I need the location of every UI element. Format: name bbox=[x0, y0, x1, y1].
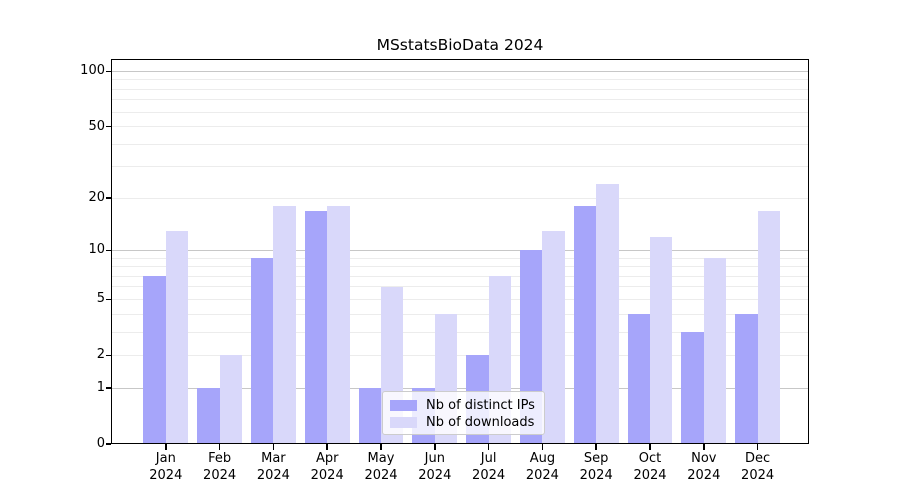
bar-dec-distinct-ips bbox=[735, 314, 758, 444]
x-tick-mark-jan bbox=[165, 444, 167, 450]
y-tick-mark-1 bbox=[105, 387, 111, 389]
bar-mar-distinct-ips bbox=[251, 258, 274, 444]
bar-nov-distinct-ips bbox=[681, 332, 704, 444]
gridline-minor-6 bbox=[111, 286, 809, 288]
y-tick-mark-20 bbox=[105, 197, 111, 199]
x-tick-label-jun: Jun 2024 bbox=[418, 451, 452, 483]
gridline-minor-9 bbox=[111, 257, 809, 259]
y-tick-mark-100 bbox=[105, 70, 111, 73]
gridline-minor-30 bbox=[111, 166, 809, 168]
bar-feb-downloads bbox=[219, 355, 242, 444]
y-tick-label-0: 0 bbox=[96, 436, 105, 451]
bar-oct-distinct-ips bbox=[627, 314, 650, 444]
chart-title: MSstatsBioData 2024 bbox=[376, 36, 544, 54]
gridline-minor-20 bbox=[111, 197, 809, 199]
y-tick-mark-10 bbox=[105, 249, 111, 252]
x-tick-mark-jun bbox=[434, 444, 436, 450]
y-tick-label-10: 10 bbox=[88, 242, 105, 258]
legend-entry-downloads: Nb of downloads bbox=[390, 414, 537, 431]
gridline-minor-60 bbox=[111, 111, 809, 113]
y-tick-mark-5 bbox=[105, 298, 111, 301]
y-tick-label-100: 100 bbox=[80, 63, 105, 79]
x-tick-label-jul: Jul 2024 bbox=[472, 451, 506, 483]
y-tick-mark-2 bbox=[105, 354, 111, 357]
gridline-minor-3 bbox=[111, 331, 809, 333]
gridline-minor-2 bbox=[111, 354, 809, 356]
gridline-minor-4 bbox=[111, 313, 809, 315]
gridline-major-1 bbox=[111, 387, 809, 389]
bar-jan-downloads bbox=[165, 230, 189, 444]
x-tick-label-nov: Nov 2024 bbox=[687, 451, 721, 483]
bar-aug-downloads bbox=[542, 230, 565, 444]
bar-may-distinct-ips bbox=[358, 388, 381, 444]
x-tick-label-aug: Aug 2024 bbox=[525, 451, 559, 483]
gridline-minor-8 bbox=[111, 266, 809, 268]
bar-dec-downloads bbox=[757, 210, 780, 444]
x-tick-label-may: May 2024 bbox=[364, 451, 398, 483]
gridline-minor-80 bbox=[111, 88, 809, 90]
bar-mar-downloads bbox=[273, 206, 296, 444]
gridline-minor-5 bbox=[111, 298, 809, 300]
y-tick-mark-50 bbox=[105, 125, 111, 128]
y-tick-label-2: 2 bbox=[96, 347, 105, 363]
bar-feb-distinct-ips bbox=[197, 388, 220, 444]
legend: Nb of distinct IPs Nb of downloads bbox=[382, 391, 545, 435]
gridline-minor-7 bbox=[111, 275, 809, 277]
gridline-major-100 bbox=[111, 70, 809, 72]
legend-swatch-distinct-ips bbox=[390, 400, 417, 411]
plot-area: Nb of distinct IPs Nb of downloads bbox=[111, 59, 809, 444]
x-tick-label-jan: Jan 2024 bbox=[149, 451, 183, 483]
x-tick-mark-mar bbox=[272, 444, 275, 450]
y-tick-label-50: 50 bbox=[88, 118, 105, 134]
x-tick-mark-may bbox=[380, 444, 382, 450]
bar-jan-distinct-ips bbox=[143, 276, 166, 444]
x-tick-mark-oct bbox=[649, 444, 651, 450]
x-tick-mark-nov bbox=[703, 444, 705, 450]
y-tick-label-5: 5 bbox=[96, 291, 105, 307]
x-tick-mark-jul bbox=[487, 444, 490, 450]
gridline-minor-90 bbox=[111, 79, 809, 81]
legend-label-distinct-ips: Nb of distinct IPs bbox=[426, 398, 535, 413]
gridline-minor-40 bbox=[111, 143, 809, 145]
gridline-minor-50 bbox=[111, 126, 809, 128]
x-tick-label-apr: Apr 2024 bbox=[310, 451, 344, 483]
bar-sep-downloads bbox=[596, 184, 619, 444]
x-tick-label-oct: Oct 2024 bbox=[633, 451, 667, 483]
bar-oct-downloads bbox=[650, 236, 673, 444]
y-tick-label-1: 1 bbox=[96, 380, 105, 396]
x-tick-mark-sep bbox=[595, 444, 597, 450]
legend-swatch-downloads bbox=[390, 417, 417, 428]
gridline-minor-70 bbox=[111, 99, 809, 101]
bar-nov-downloads bbox=[703, 258, 727, 444]
x-tick-label-mar: Mar 2024 bbox=[256, 451, 290, 483]
bar-sep-distinct-ips bbox=[573, 206, 597, 444]
x-tick-mark-aug bbox=[541, 444, 544, 450]
x-tick-mark-apr bbox=[326, 444, 328, 450]
gridline-major-10 bbox=[111, 249, 809, 251]
legend-entry-distinct-ips: Nb of distinct IPs bbox=[390, 397, 537, 414]
legend-label-downloads: Nb of downloads bbox=[426, 415, 535, 430]
x-tick-label-feb: Feb 2024 bbox=[203, 451, 237, 483]
y-tick-label-20: 20 bbox=[88, 190, 105, 206]
y-tick-mark-0 bbox=[105, 443, 111, 445]
x-tick-label-dec: Dec 2024 bbox=[741, 451, 775, 483]
bar-apr-distinct-ips bbox=[304, 210, 328, 444]
x-tick-label-sep: Sep 2024 bbox=[579, 451, 613, 483]
x-tick-mark-feb bbox=[218, 444, 221, 450]
bar-apr-downloads bbox=[327, 206, 350, 444]
x-tick-mark-dec bbox=[756, 444, 759, 450]
